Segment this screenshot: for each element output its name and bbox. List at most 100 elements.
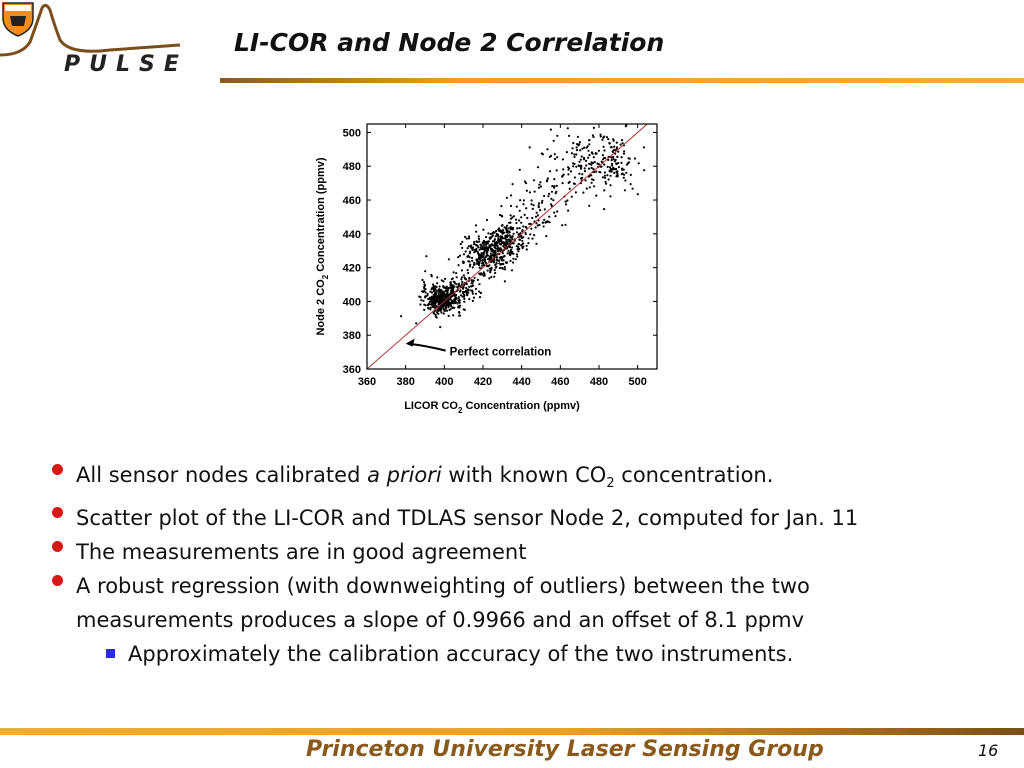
scatter-point: [465, 286, 468, 290]
scatter-point: [550, 197, 553, 200]
scatter-point: [603, 174, 606, 177]
scatter-point: [572, 182, 575, 185]
scatter-point: [601, 176, 604, 179]
scatter-point: [427, 306, 430, 309]
scatter-point: [475, 230, 478, 233]
scatter-point: [620, 139, 624, 142]
scatter-point: [495, 244, 498, 247]
scatter-point: [499, 263, 502, 266]
scatter-point: [435, 304, 438, 308]
scatter-point: [590, 166, 593, 169]
scatter-point: [633, 157, 637, 160]
x-tick-label: 360: [358, 376, 376, 388]
scatter-point: [423, 289, 426, 292]
scatter-point: [643, 169, 646, 172]
scatter-point: [620, 156, 623, 159]
scatter-point: [608, 166, 612, 169]
scatter-point: [573, 162, 576, 166]
scatter-point: [500, 205, 503, 208]
scatter-point: [503, 254, 506, 258]
scatter-point: [583, 146, 586, 149]
scatter-point: [500, 214, 503, 217]
scatter-point: [519, 199, 522, 202]
scatter-point: [448, 304, 451, 307]
scatter-point: [554, 157, 557, 161]
scatter-point: [612, 139, 615, 142]
scatter-point: [478, 262, 481, 265]
scatter-point: [485, 245, 488, 248]
scatter-point: [481, 258, 485, 262]
scatter-point: [608, 142, 611, 145]
scatter-point: [425, 255, 428, 258]
scatter-point: [610, 146, 613, 149]
scatter-point: [525, 207, 528, 210]
x-tick-label: 420: [474, 376, 492, 388]
scatter-point: [493, 242, 496, 245]
scatter-point: [482, 274, 485, 277]
scatter-point: [599, 165, 602, 168]
scatter-point: [515, 253, 519, 256]
scatter-point: [609, 168, 612, 171]
scatter-point: [499, 243, 502, 246]
scatter-point: [451, 306, 454, 309]
scatter-point: [520, 221, 523, 224]
scatter-point: [489, 270, 492, 273]
scatter-point: [518, 227, 521, 230]
scatter-point: [616, 155, 619, 158]
scatter-point: [525, 244, 528, 247]
x-tick-label: 400: [435, 376, 453, 388]
scatter-point: [505, 241, 508, 244]
scatter-point: [459, 289, 462, 292]
scatter-point: [447, 314, 450, 317]
scatter-point: [545, 235, 548, 238]
scatter-point: [568, 134, 571, 137]
scatter-point: [506, 242, 509, 246]
scatter-point: [522, 203, 525, 206]
scatter-point: [422, 280, 426, 284]
scatter-point: [446, 309, 449, 312]
scatter-point: [487, 232, 490, 235]
scatter-point: [607, 178, 610, 181]
scatter-point: [418, 295, 421, 298]
scatter-point: [481, 248, 484, 251]
scatter-point: [460, 278, 463, 281]
scatter-point: [578, 164, 581, 168]
scatter-point: [610, 162, 614, 165]
scatter-point: [478, 240, 481, 243]
scatter-point: [620, 173, 623, 176]
footer-text: Princeton University Laser Sensing Group: [306, 737, 824, 762]
scatter-point: [515, 218, 518, 221]
scatter-point: [473, 263, 476, 266]
scatter-point: [562, 173, 565, 176]
scatter-point: [486, 247, 489, 250]
scatter-point: [465, 237, 468, 240]
scatter-point: [427, 297, 430, 301]
scatter-point: [440, 311, 443, 314]
scatter-chart: 360 380 400 420 440 460 480 500 360 380 400 420 440 4…: [315, 123, 658, 415]
scatter-point: [489, 232, 492, 236]
scatter-point: [478, 266, 481, 269]
scatter-point: [440, 304, 443, 307]
scatter-point: [631, 187, 634, 190]
scatter-point: [430, 273, 433, 277]
scatter-point: [564, 200, 567, 203]
scatter-point: [567, 209, 570, 212]
bullet-item-3: The measurements are in good agreement: [48, 535, 968, 569]
scatter-point: [438, 301, 441, 304]
scatter-point: [549, 170, 552, 173]
bullet-dot-icon: [52, 541, 63, 553]
scatter-point: [585, 187, 588, 190]
scatter-point: [478, 283, 481, 286]
scatter-point: [458, 299, 461, 302]
scatter-point: [438, 285, 441, 288]
scatter-point: [623, 173, 626, 176]
scatter-point: [538, 223, 541, 226]
scatter-point: [577, 144, 580, 147]
scatter-point: [588, 139, 591, 142]
scatter-point: [581, 173, 584, 176]
scatter-point: [480, 252, 483, 255]
scatter-point: [507, 250, 510, 253]
scatter-point: [450, 305, 453, 308]
scatter-point: [527, 237, 530, 240]
scatter-point: [609, 174, 612, 177]
